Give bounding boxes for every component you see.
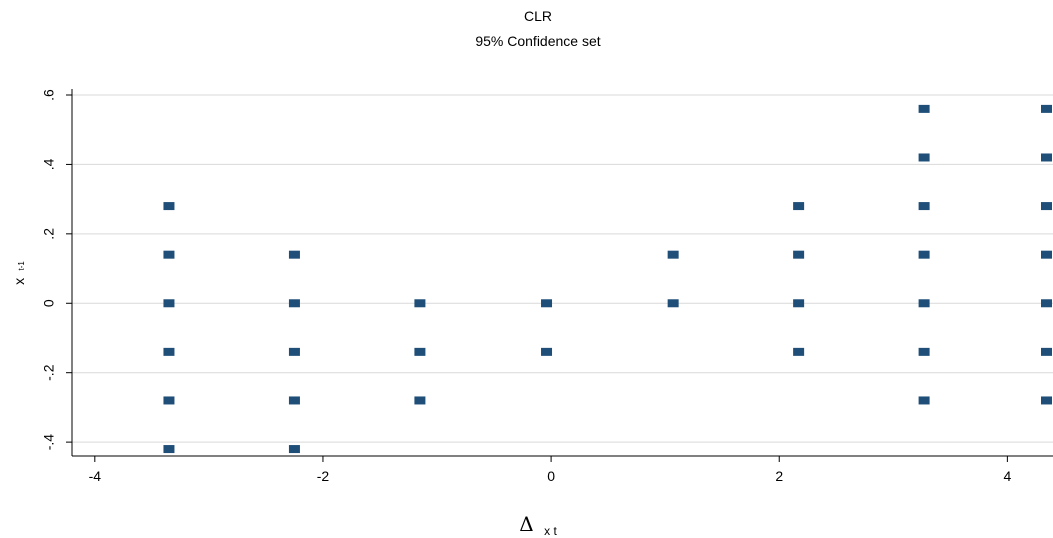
data-point (793, 299, 805, 308)
y-tick-label: -.2 (41, 364, 57, 381)
data-point (918, 396, 930, 405)
data-point (288, 299, 300, 308)
y-tick-label: -.4 (41, 434, 57, 451)
data-point (163, 202, 175, 211)
data-point (918, 153, 930, 162)
data-point (918, 347, 930, 356)
y-axis-label-main: x (11, 278, 27, 285)
x-tick-label: 4 (1003, 468, 1011, 484)
data-point (1041, 347, 1052, 356)
data-point (163, 347, 175, 356)
x-axis-label-sub: x t (544, 524, 557, 538)
data-points (163, 104, 1052, 454)
data-point (667, 299, 679, 308)
y-axis-label: x t-1 (11, 261, 28, 285)
data-point (1041, 250, 1052, 259)
gridlines (72, 94, 1053, 443)
x-tick-label: 2 (775, 468, 783, 484)
y-axis-label-sub: t-1 (17, 261, 26, 271)
data-point (163, 445, 175, 454)
x-axis-label-symbol: Δ (519, 512, 533, 536)
data-point (1041, 396, 1052, 405)
y-tick-label: .6 (41, 89, 57, 101)
data-point (918, 104, 930, 113)
data-point (793, 250, 805, 259)
data-point (288, 250, 300, 259)
data-point (918, 250, 930, 259)
data-point (541, 299, 553, 308)
x-axis-ticks: -4 -2 0 2 4 (89, 456, 1011, 484)
data-point (1041, 104, 1052, 113)
x-tick-label: 0 (547, 468, 555, 484)
data-point (541, 347, 553, 356)
chart-title: CLR (524, 8, 552, 24)
data-point (414, 299, 426, 308)
y-axis-ticks: -.4 -.2 0 .2 .4 .6 (41, 89, 72, 450)
data-point (288, 445, 300, 454)
data-point (163, 396, 175, 405)
data-point (1041, 153, 1052, 162)
y-tick-label: .2 (41, 228, 57, 240)
data-point (793, 202, 805, 211)
x-tick-label: -4 (89, 468, 102, 484)
data-point (288, 396, 300, 405)
data-point (1041, 299, 1052, 308)
data-point (918, 299, 930, 308)
data-point (1041, 202, 1052, 211)
data-point (667, 250, 679, 259)
svg-text:Δ x t: Δ x t (519, 512, 557, 538)
chart-subtitle: 95% Confidence set (475, 33, 600, 49)
data-point (288, 347, 300, 356)
svg-text:x t-1: x t-1 (11, 261, 28, 285)
data-point (918, 202, 930, 211)
x-tick-label: -2 (317, 468, 330, 484)
data-point (793, 347, 805, 356)
data-point (414, 347, 426, 356)
y-tick-label: .4 (41, 158, 57, 170)
data-point (414, 396, 426, 405)
x-axis-label: Δ x t (519, 512, 557, 538)
data-point (163, 299, 175, 308)
data-point (163, 250, 175, 259)
y-tick-label: 0 (41, 299, 57, 307)
